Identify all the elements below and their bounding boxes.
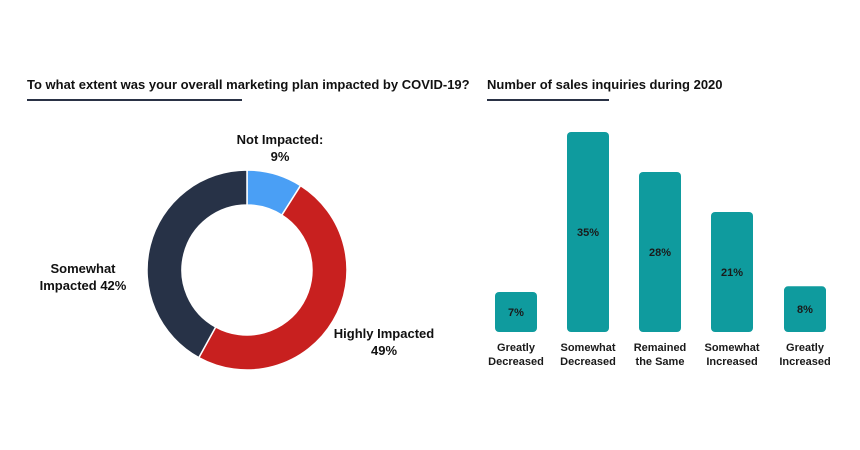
pie-chart-title: To what extent was your overall marketin… <box>27 77 470 92</box>
pie-label-highly-impacted: Highly Impacted 49% <box>334 326 434 358</box>
pie-label-somewhat-impacted: Somewhat Impacted 42% <box>40 261 127 293</box>
bar-value-label: 28% <box>649 247 671 259</box>
bar-greatly-decreased <box>495 292 537 332</box>
bar-chart-title: Number of sales inquiries during 2020 <box>487 77 723 92</box>
bar-value-label: 21% <box>721 267 743 279</box>
bar-title-underline <box>487 99 609 101</box>
x-tick-label-somewhat-decreased: Somewhat Decreased <box>560 342 616 368</box>
donut-chart: Not Impacted: 9% Highly Impacted 49% Somewha… <box>40 132 434 371</box>
pie-slice-somewhat-impacted <box>146 169 248 359</box>
x-tick-label-greatly-increased: Greatly Increased <box>779 342 830 368</box>
x-tick-label-greatly-decreased: Greatly Decreased <box>488 342 544 368</box>
pie-slice-highly-impacted <box>197 184 348 371</box>
bar-chart: 7% Greatly Decreased 35% Somewhat Decreased 28… <box>488 132 831 368</box>
bar-value-label: 35% <box>577 227 599 239</box>
bar-somewhat-decreased <box>567 132 609 332</box>
bar-greatly-increased <box>784 286 826 332</box>
bar-somewhat-increased <box>711 212 753 332</box>
bar-value-label: 7% <box>508 307 524 319</box>
bar-value-label: 8% <box>797 304 813 316</box>
x-tick-label-remained-the-same: Remained the Same <box>634 342 687 368</box>
pie-label-not-impacted: Not Impacted: 9% <box>237 132 324 164</box>
x-tick-label-somewhat-increased: Somewhat Increased <box>704 342 759 368</box>
pie-title-underline <box>27 99 242 101</box>
bar-remained-the-same <box>639 172 681 332</box>
